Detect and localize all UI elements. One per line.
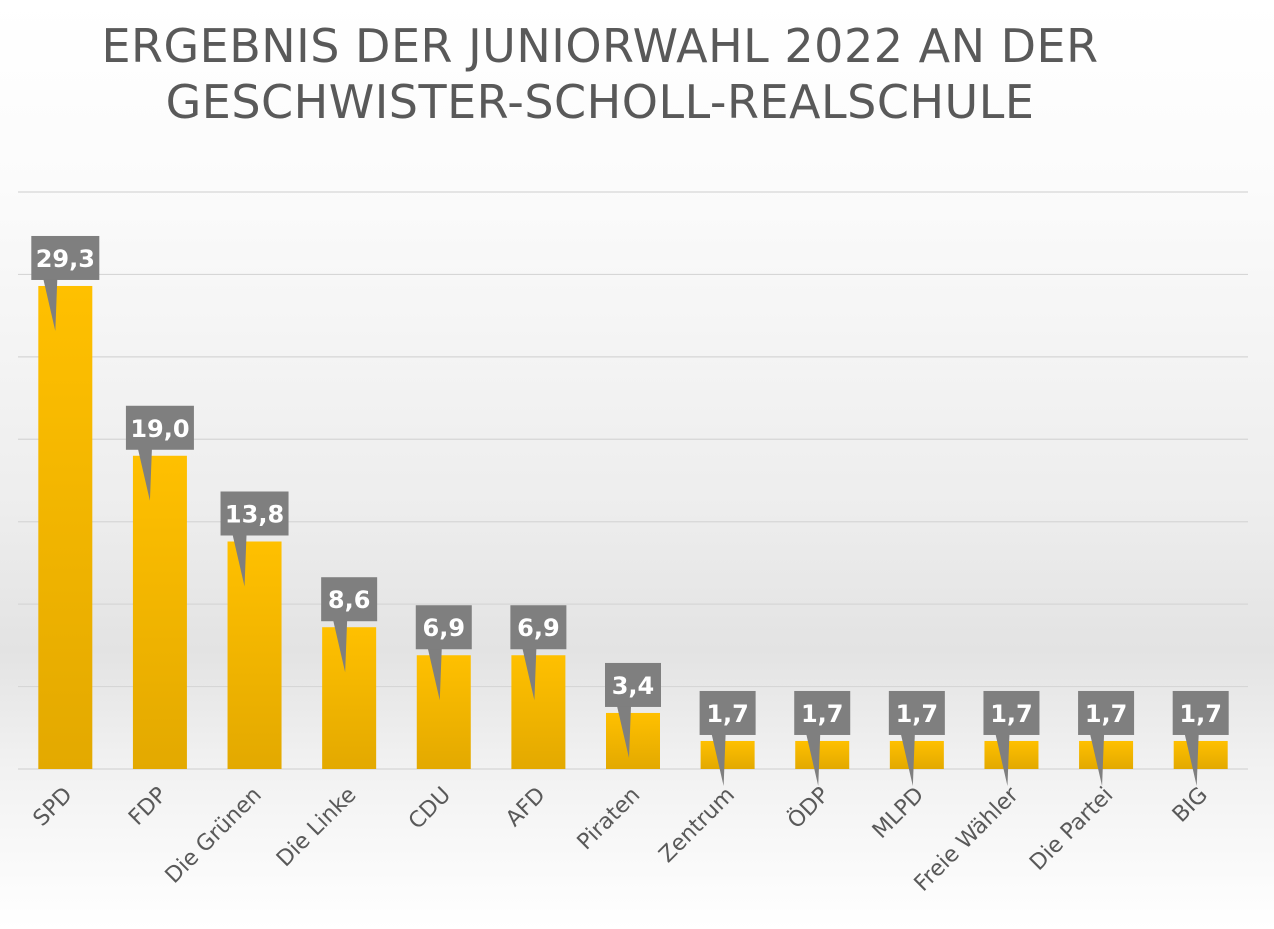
data-label: 6,9 bbox=[423, 614, 466, 642]
x-tick-label: Die Partei bbox=[1025, 783, 1118, 876]
x-tick-label: ÖDP bbox=[782, 782, 834, 834]
chart-title-line-1: ERGEBNIS DER JUNIORWAHL 2022 AN DER bbox=[101, 19, 1099, 73]
data-label-box bbox=[699, 690, 756, 735]
data-label: 3,4 bbox=[612, 672, 655, 700]
data-label: 1,7 bbox=[1085, 700, 1128, 728]
data-label-pointer bbox=[1184, 733, 1199, 786]
data-label: 6,9 bbox=[517, 614, 560, 642]
data-label-box bbox=[1078, 690, 1135, 735]
bar bbox=[606, 712, 660, 769]
data-label: 1,7 bbox=[1179, 700, 1222, 728]
bar bbox=[1173, 740, 1228, 769]
data-label-box bbox=[220, 491, 289, 536]
chart-title-line-2: GESCHWISTER-SCHOLL-REALSCHULE bbox=[165, 75, 1035, 129]
data-label-box bbox=[983, 690, 1040, 735]
data-label: 1,7 bbox=[896, 700, 939, 728]
data-label-box bbox=[794, 690, 851, 735]
data-label-box bbox=[605, 662, 661, 707]
gridlines bbox=[18, 191, 1248, 770]
x-tick-label: Zentrum bbox=[655, 783, 740, 868]
data-label: 8,6 bbox=[328, 586, 371, 614]
bar bbox=[984, 740, 1039, 769]
x-tick-label: CDU bbox=[404, 783, 456, 835]
data-label: 1,7 bbox=[801, 700, 844, 728]
x-tick-label: BIG bbox=[1168, 783, 1213, 828]
x-tick-label: Die Linke bbox=[272, 783, 361, 872]
x-tick-label: Piraten bbox=[573, 783, 646, 856]
x-tick-label: MLPD bbox=[868, 783, 929, 844]
bar bbox=[1079, 740, 1134, 769]
bar bbox=[511, 655, 566, 769]
data-label-pointer bbox=[232, 534, 247, 587]
data-label: 1,7 bbox=[706, 700, 749, 728]
data-label-pointer bbox=[806, 733, 821, 786]
data-label-pointer bbox=[900, 733, 915, 786]
data-label-box bbox=[510, 605, 567, 650]
x-tick-label: SPD bbox=[29, 783, 78, 832]
data-label-pointer bbox=[427, 648, 442, 701]
data-label-pointer bbox=[43, 278, 58, 331]
bar bbox=[227, 541, 282, 769]
x-tick-label: AFD bbox=[501, 783, 550, 832]
bar bbox=[38, 285, 93, 769]
x-tick-label: FDP bbox=[124, 783, 172, 831]
bar bbox=[889, 740, 944, 769]
data-label-box bbox=[31, 235, 100, 280]
bar bbox=[322, 627, 377, 769]
data-label-pointer bbox=[333, 620, 348, 673]
bars bbox=[38, 285, 1228, 769]
data-label: 1,7 bbox=[990, 700, 1033, 728]
data-label-box bbox=[888, 690, 945, 735]
data-label-pointer bbox=[1090, 733, 1105, 786]
data-label-pointer bbox=[137, 448, 152, 501]
bar bbox=[795, 740, 850, 769]
data-label-box bbox=[1172, 690, 1229, 735]
data-label: 13,8 bbox=[225, 500, 284, 528]
bar bbox=[132, 455, 187, 769]
data-labels: 29,3 19,0 13,8 8,6 6,9 6,9 3,4 1,7 1,7 1,7 1,7 1,7 1… bbox=[31, 235, 1229, 786]
data-label-pointer bbox=[617, 705, 631, 758]
data-label-pointer bbox=[522, 648, 537, 701]
x-tick-label: Die Grünen bbox=[161, 783, 267, 889]
data-label-pointer bbox=[711, 733, 726, 786]
data-label-box bbox=[125, 405, 194, 450]
bar bbox=[700, 740, 755, 769]
data-label-box bbox=[415, 605, 472, 650]
chart-title: ERGEBNIS DER JUNIORWAHL 2022 AN DER GESC… bbox=[0, 18, 1200, 130]
bar bbox=[416, 655, 471, 769]
data-label-box bbox=[321, 577, 378, 622]
data-label: 19,0 bbox=[130, 415, 189, 443]
data-label-pointer bbox=[995, 733, 1010, 786]
data-label: 29,3 bbox=[36, 245, 95, 273]
